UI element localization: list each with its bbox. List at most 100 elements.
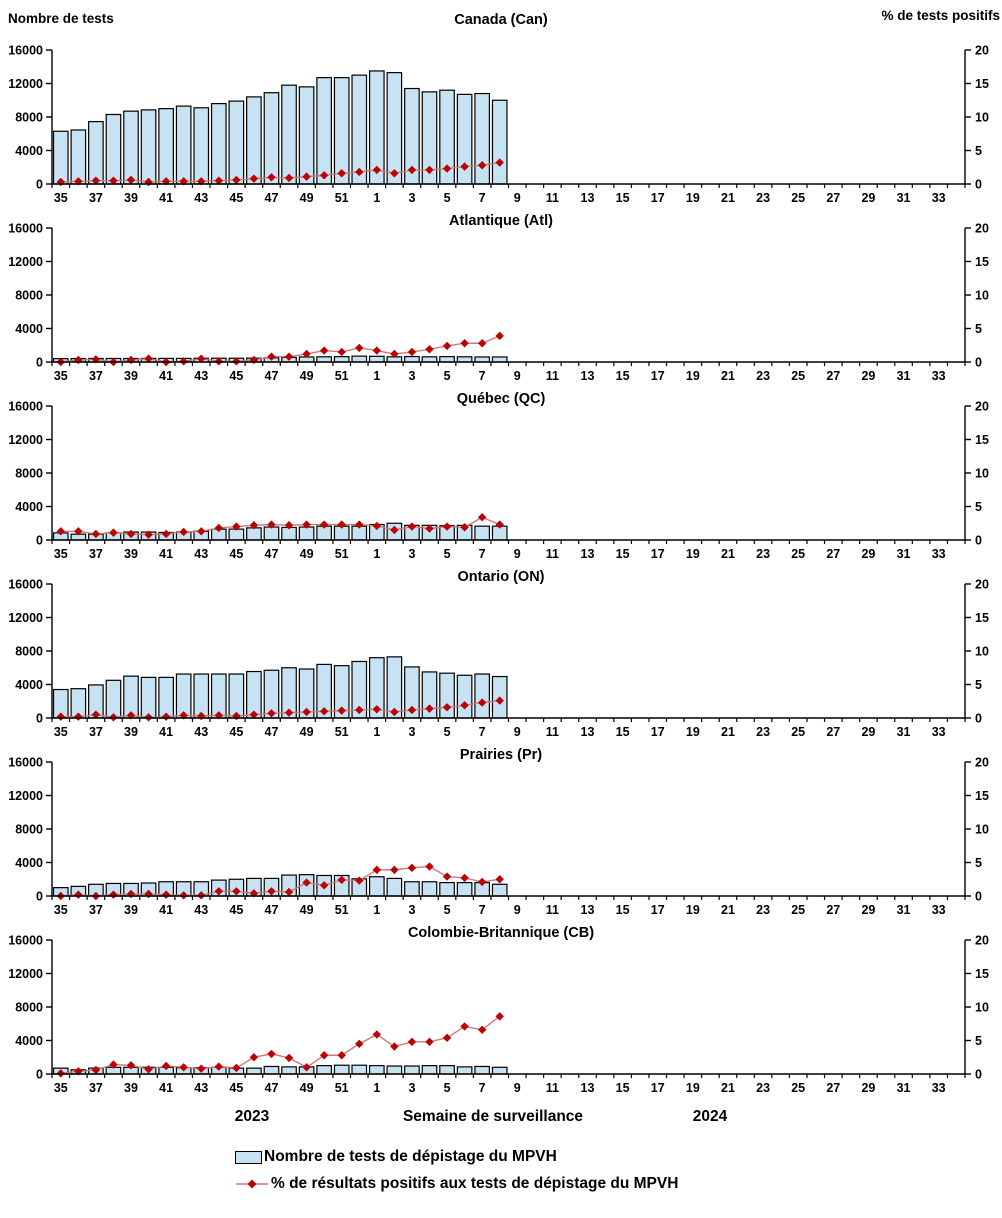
svg-text:27: 27 [826, 1081, 840, 1095]
svg-text:11: 11 [546, 547, 559, 561]
svg-text:7: 7 [479, 191, 486, 205]
svg-text:49: 49 [300, 547, 314, 561]
svg-text:20: 20 [975, 400, 989, 414]
legend: Nombre de tests de dépistage du MPVH % d… [235, 1148, 1002, 1193]
svg-text:51: 51 [335, 1081, 349, 1095]
svg-text:5: 5 [444, 547, 451, 561]
svg-text:15: 15 [975, 967, 989, 981]
svg-text:23: 23 [756, 1081, 770, 1095]
svg-text:31: 31 [897, 547, 911, 561]
svg-text:8000: 8000 [15, 111, 43, 125]
svg-text:15: 15 [616, 1081, 630, 1095]
svg-text:13: 13 [581, 1081, 595, 1095]
svg-text:7: 7 [479, 369, 486, 383]
panel-title-canada: Canada (Can) [454, 12, 548, 28]
chart-panel-ontario: Ontario (ON) 0 4000 8000 12000 16000 0 5 10 15 20… [0, 566, 1002, 744]
svg-text:5: 5 [975, 856, 982, 870]
svg-text:9: 9 [514, 191, 521, 205]
svg-text:47: 47 [265, 725, 279, 739]
svg-text:7: 7 [479, 903, 486, 917]
svg-text:20: 20 [975, 44, 989, 58]
svg-text:31: 31 [897, 725, 911, 739]
svg-text:10: 10 [975, 1001, 989, 1015]
svg-text:0: 0 [975, 534, 982, 548]
svg-text:47: 47 [265, 903, 279, 917]
svg-text:16000: 16000 [8, 578, 43, 592]
svg-text:13: 13 [581, 725, 595, 739]
svg-text:29: 29 [861, 191, 875, 205]
svg-text:13: 13 [581, 191, 595, 205]
svg-text:47: 47 [265, 547, 279, 561]
svg-text:15: 15 [616, 191, 630, 205]
svg-text:15: 15 [616, 903, 630, 917]
svg-text:23: 23 [756, 369, 770, 383]
svg-text:12000: 12000 [8, 255, 43, 269]
svg-text:47: 47 [265, 369, 279, 383]
svg-text:0: 0 [36, 890, 43, 904]
svg-text:31: 31 [897, 1081, 911, 1095]
svg-text:39: 39 [124, 725, 138, 739]
svg-text:43: 43 [194, 369, 208, 383]
legend-label-tests: Nombre de tests de dépistage du MPVH [264, 1148, 557, 1165]
svg-text:45: 45 [229, 369, 243, 383]
svg-text:8000: 8000 [15, 289, 43, 303]
svg-text:39: 39 [124, 547, 138, 561]
svg-text:37: 37 [89, 1081, 103, 1095]
svg-text:16000: 16000 [8, 756, 43, 770]
svg-text:4000: 4000 [15, 1034, 43, 1048]
svg-text:49: 49 [300, 191, 314, 205]
svg-text:23: 23 [756, 191, 770, 205]
svg-text:49: 49 [300, 903, 314, 917]
line-marker-icon [236, 1179, 268, 1189]
svg-text:12000: 12000 [8, 433, 43, 447]
svg-text:13: 13 [581, 547, 595, 561]
svg-text:49: 49 [300, 725, 314, 739]
svg-text:19: 19 [686, 1081, 700, 1095]
svg-text:9: 9 [514, 369, 521, 383]
svg-text:0: 0 [975, 356, 982, 370]
svg-text:5: 5 [444, 369, 451, 383]
svg-text:17: 17 [651, 191, 665, 205]
svg-text:27: 27 [826, 725, 840, 739]
svg-text:12000: 12000 [8, 789, 43, 803]
svg-text:49: 49 [300, 369, 314, 383]
svg-text:0: 0 [36, 1068, 43, 1082]
svg-text:11: 11 [546, 1081, 559, 1095]
svg-text:35: 35 [54, 547, 68, 561]
svg-text:3: 3 [408, 725, 415, 739]
svg-text:25: 25 [791, 547, 805, 561]
svg-text:13: 13 [581, 369, 595, 383]
svg-text:25: 25 [791, 725, 805, 739]
svg-text:21: 21 [721, 547, 735, 561]
svg-text:23: 23 [756, 547, 770, 561]
svg-text:37: 37 [89, 547, 103, 561]
svg-text:41: 41 [159, 903, 173, 917]
svg-text:15: 15 [616, 725, 630, 739]
svg-text:20: 20 [975, 934, 989, 948]
svg-text:43: 43 [194, 547, 208, 561]
svg-text:45: 45 [229, 547, 243, 561]
svg-text:21: 21 [721, 1081, 735, 1095]
svg-text:7: 7 [479, 547, 486, 561]
svg-text:45: 45 [229, 903, 243, 917]
svg-text:27: 27 [826, 369, 840, 383]
svg-text:41: 41 [159, 191, 173, 205]
svg-text:1: 1 [373, 369, 380, 383]
svg-text:19: 19 [686, 369, 700, 383]
svg-text:4000: 4000 [15, 144, 43, 158]
year-label-2023: 2023 [234, 1108, 270, 1125]
svg-text:31: 31 [897, 903, 911, 917]
svg-text:5: 5 [444, 1081, 451, 1095]
svg-text:51: 51 [335, 903, 349, 917]
svg-text:37: 37 [89, 725, 103, 739]
svg-text:5: 5 [975, 678, 982, 692]
svg-text:19: 19 [686, 903, 700, 917]
chart-footer: 2023 Semaine de surveillance 2024 [0, 1100, 1002, 1134]
svg-text:41: 41 [159, 547, 173, 561]
chart-panel-canada: 0 4000 8000 12000 16000 0 5 10 15 20 35 37 39 41 43 45 4… [0, 32, 1002, 210]
svg-text:15: 15 [616, 369, 630, 383]
svg-text:16000: 16000 [8, 934, 43, 948]
svg-text:11: 11 [546, 369, 559, 383]
svg-text:19: 19 [686, 725, 700, 739]
